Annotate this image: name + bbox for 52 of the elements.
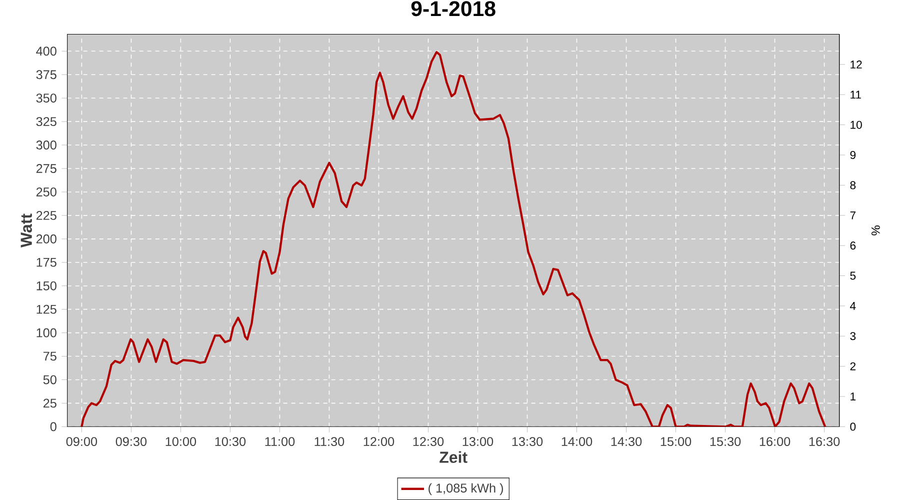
chart-title: 9-1-2018 — [411, 1, 496, 16]
y-tick-label: 50 — [43, 375, 56, 384]
y2-tick-label: 7 — [850, 211, 856, 220]
line-series — [80, 51, 826, 427]
x-tick-label: 13:00 — [462, 437, 494, 446]
y-tick-label: 275 — [36, 164, 56, 173]
y-tick-label: 250 — [36, 187, 56, 196]
y-tick-label: 300 — [36, 140, 56, 150]
y-tick-label: 25 — [43, 398, 56, 408]
y2-tick-label: 0 — [850, 422, 856, 431]
y-tick-label: 75 — [43, 352, 56, 361]
x-tick-label: 14:30 — [611, 437, 642, 446]
x-tick-label: 16:30 — [809, 437, 840, 446]
legend-label: ( 1,085 kWh ) — [428, 483, 503, 496]
y2-tick-label: 2 — [850, 362, 856, 370]
x-tick-label: 13:30 — [512, 437, 543, 446]
x-tick-label: 12:30 — [413, 437, 444, 446]
y-tick-label: 100 — [36, 328, 56, 338]
y-tick-label: 350 — [36, 94, 56, 103]
y2-tick-label: 8 — [850, 181, 856, 190]
x-tick-label: 10:00 — [166, 437, 196, 446]
x-tick-label: 12:00 — [364, 437, 394, 446]
y2-tick-label: 4 — [850, 302, 856, 310]
y2-tick-label: 5 — [850, 272, 856, 280]
x-tick-label: 15:30 — [710, 437, 741, 446]
y-tick-label: 150 — [36, 281, 56, 290]
x-tick-label: 16:00 — [760, 437, 790, 446]
x-tick-label: 11:30 — [314, 437, 344, 446]
y-tick-label: 200 — [36, 234, 56, 244]
y-axis-title: Watt — [20, 214, 32, 248]
y-tick-label: 175 — [36, 258, 56, 267]
x-tick-label: 09:30 — [116, 437, 147, 446]
y2-tick-label: 9 — [850, 151, 856, 160]
y2-axis-title: % — [872, 226, 880, 236]
x-tick-label: 09:00 — [66, 437, 98, 446]
y2-tick-label: 10 — [850, 120, 862, 129]
y2-tick-label: 6 — [850, 242, 856, 250]
y-tick-label: 375 — [36, 70, 56, 80]
y-tick-label: 225 — [36, 210, 56, 220]
x-tick-label: 10:30 — [215, 437, 246, 446]
y2-tick-label: 11 — [850, 90, 861, 99]
x-tick-label: 11:00 — [265, 437, 295, 446]
y2-tick-label: 3 — [850, 332, 856, 340]
x-tick-label: 14:00 — [562, 437, 592, 446]
y2-tick-label: 12 — [850, 60, 862, 68]
y-tick-label: 125 — [36, 304, 56, 314]
x-axis-title: Zeit — [440, 451, 468, 463]
x-tick-label: 15:00 — [660, 437, 692, 446]
y-tick-label: 325 — [36, 117, 56, 126]
y2-tick-label: 1 — [850, 392, 856, 400]
y-tick-label: 0 — [50, 422, 56, 432]
y-tick-label: 400 — [36, 46, 56, 56]
